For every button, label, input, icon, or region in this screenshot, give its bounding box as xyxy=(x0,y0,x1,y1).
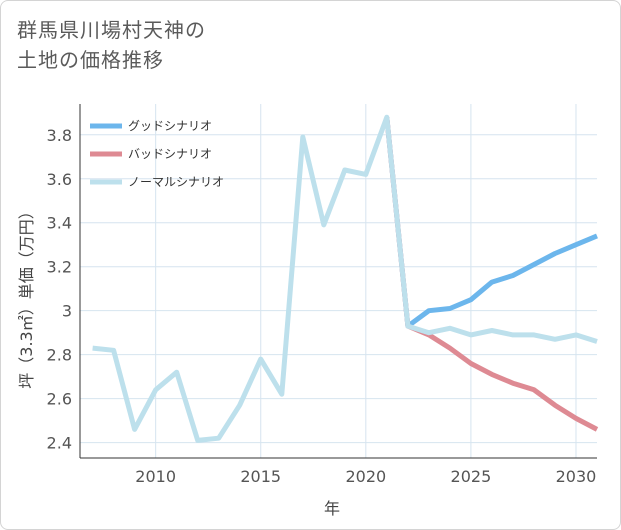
legend-label-bad: バッドシナリオ xyxy=(128,147,212,161)
x-axis-title: 年 xyxy=(324,499,340,518)
y-tick-label: 2.4 xyxy=(47,434,72,453)
legend-label-normal: ノーマルシナリオ xyxy=(128,175,224,189)
series-line-good xyxy=(384,116,598,329)
series-lines xyxy=(92,114,599,443)
x-tick-label: 2010 xyxy=(135,467,176,486)
y-tick-label: 3.2 xyxy=(47,258,72,277)
y-tick-label: 3.8 xyxy=(47,126,72,145)
x-tick-label: 2025 xyxy=(451,467,492,486)
y-tick-label: 3 xyxy=(62,302,72,321)
series-line-bad xyxy=(384,116,599,432)
title-line-2: 土地の価格推移 xyxy=(17,48,164,72)
grid-lines xyxy=(80,104,597,458)
axes: 2.4 2.6 2.8 3 3.2 3.4 3.6 3.8 2010 2015 2020 2025 20… xyxy=(47,104,597,486)
title-line-1: 群馬県川場村天神の xyxy=(17,18,206,42)
series-line-normal xyxy=(92,114,598,443)
y-axis-title: 坪（3.3㎡）単価（万円） xyxy=(17,203,36,388)
x-tick-label: 2030 xyxy=(556,467,597,486)
legend-label-good: グッドシナリオ xyxy=(128,119,212,133)
y-tick-label: 2.8 xyxy=(47,346,72,365)
y-tick-label: 3.4 xyxy=(47,214,72,233)
y-tick-label: 3.6 xyxy=(47,170,72,189)
chart-title: 群馬県川場村天神の 土地の価格推移 xyxy=(17,15,206,75)
x-tick-label: 2015 xyxy=(240,467,281,486)
x-tick-label: 2020 xyxy=(345,467,386,486)
y-tick-label: 2.6 xyxy=(47,390,72,409)
